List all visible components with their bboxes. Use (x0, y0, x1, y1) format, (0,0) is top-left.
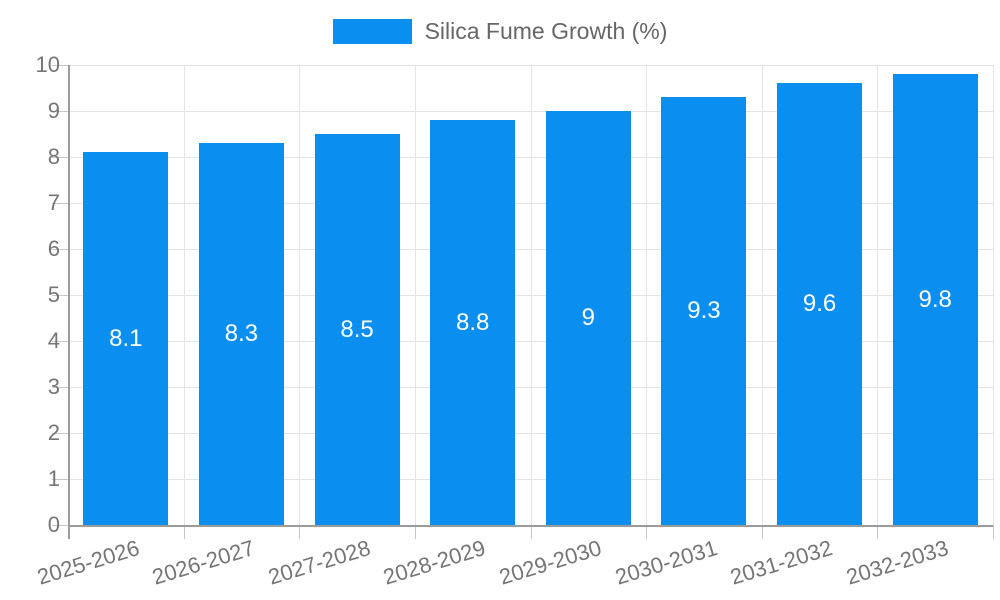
gridline-vertical (761, 65, 763, 525)
bar[interactable] (430, 120, 516, 525)
gridline-vertical (299, 65, 301, 525)
bar[interactable] (661, 97, 747, 525)
x-axis-tick-label: 2026-2027 (149, 535, 258, 590)
x-axis-tick (646, 525, 648, 539)
bar[interactable] (545, 111, 631, 525)
y-axis-tick-label: 9 (47, 98, 60, 123)
bar[interactable] (777, 83, 863, 525)
y-axis-tick (52, 65, 68, 66)
y-axis-tick-label: 0 (47, 512, 60, 537)
y-axis-tick (52, 525, 68, 526)
gridline-vertical (530, 65, 532, 525)
bar[interactable] (83, 152, 169, 525)
y-axis-tick (52, 157, 68, 158)
y-axis-tick (52, 341, 68, 342)
y-axis-tick (52, 433, 68, 434)
x-axis-tick-label: 2030-2031 (612, 535, 720, 590)
gridline-vertical (183, 65, 185, 525)
y-axis-tick (52, 203, 68, 204)
x-axis-tick-label: 2028-2029 (380, 535, 489, 590)
y-axis-tick (52, 249, 68, 250)
gridline-vertical (877, 65, 879, 525)
bar[interactable] (198, 143, 284, 525)
x-axis-tick (183, 525, 185, 539)
y-axis-tick-label: 1 (47, 466, 60, 491)
legend-item[interactable]: Silica Fume Growth (%) (0, 12, 1000, 50)
gridline-vertical (993, 65, 994, 525)
y-axis-tick-label: 2 (47, 420, 60, 445)
bar[interactable] (314, 134, 400, 525)
y-axis-tick (52, 479, 68, 480)
bar[interactable] (892, 74, 978, 525)
x-axis-tick-label: 2027-2028 (265, 535, 374, 590)
y-axis-tick-label: 10 (35, 52, 60, 77)
y-axis-line (68, 65, 70, 539)
y-axis-tick-label: 8 (47, 144, 60, 169)
y-axis-tick-label: 7 (47, 190, 60, 215)
x-axis-tick (414, 525, 416, 539)
x-axis-tick-label: 2025-2026 (33, 535, 142, 590)
x-axis-line (68, 525, 993, 527)
x-axis-tick-label: 2031-2032 (727, 535, 836, 590)
x-axis-tick-label: 2029-2030 (496, 535, 605, 590)
y-axis-tick-label: 6 (47, 236, 60, 261)
y-axis-tick (52, 111, 68, 112)
x-axis-tick (877, 525, 879, 539)
y-axis-tick-label: 5 (47, 282, 60, 307)
y-axis-tick-label: 4 (47, 328, 60, 353)
y-axis-tick-label: 3 (47, 374, 60, 399)
x-axis-tick (299, 525, 301, 539)
x-axis-tick (530, 525, 532, 539)
y-axis-tick (52, 295, 68, 296)
x-axis-tick (993, 525, 994, 539)
x-axis-tick (761, 525, 763, 539)
plot-area: 8.1 8.3 8.5 8.8 9 9.3 9.6 9.8 (52, 65, 994, 539)
y-axis-tick (52, 387, 68, 388)
gridline-vertical (414, 65, 416, 525)
legend-swatch-icon (332, 18, 412, 44)
gridline-vertical (646, 65, 648, 525)
legend-label: Silica Fume Growth (%) (424, 17, 668, 44)
x-axis-tick-label: 2032-2033 (843, 535, 952, 590)
